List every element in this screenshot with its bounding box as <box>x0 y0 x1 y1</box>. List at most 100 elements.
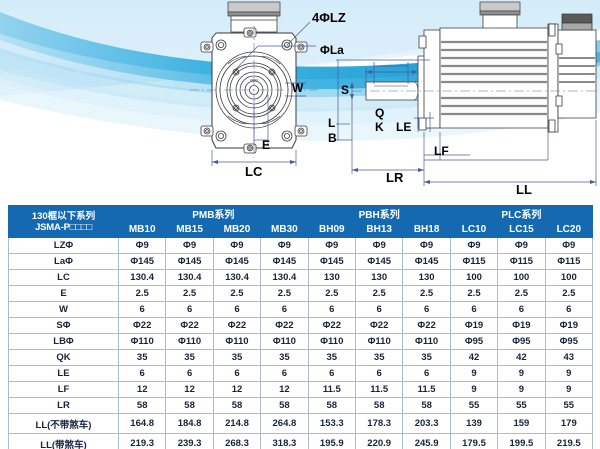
cell: Φ110 <box>260 333 309 350</box>
cell: 9 <box>449 365 499 382</box>
cell: 214.8 <box>212 413 262 434</box>
dim-label-l: L <box>328 116 336 130</box>
cell: 2.5 <box>212 285 262 302</box>
cell: 12 <box>260 381 309 398</box>
table-row: LL(带煞车) 219.3 239.3 268.3 318.3 195.9 22… <box>8 433 594 449</box>
cell: 100 <box>449 269 499 286</box>
row-label: LC <box>8 269 119 286</box>
row-label: QK <box>8 349 119 366</box>
table-head: 130框以下系列 JSMA-P□□□□ PMB系列 PBH系列 PLC系列 MB… <box>8 205 594 238</box>
cell: 12 <box>212 381 262 398</box>
cell: 2.5 <box>260 285 309 302</box>
table-row: W 6 6 6 6 6 6 6 6 6 6 <box>8 301 594 318</box>
column-header-lc20: LC20 <box>544 221 594 238</box>
column-header-bh18: BH18 <box>402 221 451 238</box>
cell: Φ145 <box>354 253 404 270</box>
cell: 55 <box>449 397 499 414</box>
cell: Φ22 <box>212 317 262 334</box>
cell: 2.5 <box>354 285 404 302</box>
cell: 264.8 <box>260 413 309 434</box>
dim-label-q: Q <box>375 106 385 120</box>
dim-label-le: LE <box>396 120 412 134</box>
row-label: LL(不带煞车) <box>8 413 119 434</box>
cell: 2.5 <box>497 285 546 302</box>
group-header-pbh: PBH系列 <box>307 205 451 222</box>
cell: Φ9 <box>307 237 357 254</box>
cell: 203.3 <box>402 413 451 434</box>
cell: Φ9 <box>117 237 167 254</box>
row-label: LE <box>8 365 119 382</box>
cell: 42 <box>449 349 499 366</box>
cell: 12 <box>117 381 167 398</box>
cell: 6 <box>354 301 404 318</box>
dim-label-e: E <box>262 138 271 152</box>
cell: 6 <box>497 301 546 318</box>
cell: 199.5 <box>497 433 546 449</box>
cell: Φ9 <box>449 237 499 254</box>
cell: 100 <box>544 269 594 286</box>
cell: 35 <box>402 349 451 366</box>
cell: 2.5 <box>117 285 167 302</box>
cell: Φ110 <box>165 333 214 350</box>
cell: 55 <box>544 397 594 414</box>
cell: Φ9 <box>402 237 451 254</box>
column-header-bh13: BH13 <box>354 221 404 238</box>
cell: Φ22 <box>260 317 309 334</box>
cell: Φ145 <box>165 253 214 270</box>
cell: 268.3 <box>212 433 262 449</box>
column-header-mb15: MB15 <box>165 221 214 238</box>
table-row: LaΦ Φ145 Φ145 Φ145 Φ145 Φ145 Φ145 Φ145 Φ… <box>8 253 594 270</box>
cell: Φ22 <box>354 317 404 334</box>
cell: 6 <box>117 301 167 318</box>
row-label: W <box>8 301 119 318</box>
cell: Φ19 <box>544 317 594 334</box>
corner-line-2: JSMA-P□□□□ <box>35 221 92 233</box>
cell: 35 <box>117 349 167 366</box>
dim-label-lf: LF <box>434 144 449 158</box>
cell: 219.3 <box>117 433 167 449</box>
cell: Φ22 <box>307 317 357 334</box>
cell: 164.8 <box>117 413 167 434</box>
table-row: QK 35 35 35 35 35 35 35 42 42 43 <box>8 349 594 366</box>
cell: Φ115 <box>449 253 499 270</box>
cell: 35 <box>260 349 309 366</box>
cell: 42 <box>497 349 546 366</box>
cell: 58 <box>117 397 167 414</box>
cell: 9 <box>544 365 594 382</box>
cell: 6 <box>402 365 451 382</box>
cell: Φ9 <box>212 237 262 254</box>
cell: Φ22 <box>165 317 214 334</box>
table-row: LE 6 6 6 6 6 6 6 9 9 9 <box>8 365 594 382</box>
cell: 55 <box>497 397 546 414</box>
cell: 6 <box>117 365 167 382</box>
cell: 6 <box>354 365 404 382</box>
cell: 219.5 <box>544 433 594 449</box>
cell: 2.5 <box>544 285 594 302</box>
cell: 6 <box>165 365 214 382</box>
table-row: LZΦ Φ9 Φ9 Φ9 Φ9 Φ9 Φ9 Φ9 Φ9 Φ9 Φ9 <box>8 237 594 254</box>
dim-label-s: S <box>341 83 350 97</box>
cell: 130.4 <box>165 269 214 286</box>
cell: 58 <box>354 397 404 414</box>
cell: 2.5 <box>307 285 357 302</box>
cell: Φ9 <box>497 237 546 254</box>
cell: Φ19 <box>497 317 546 334</box>
cell: 58 <box>165 397 214 414</box>
cell: 220.9 <box>354 433 404 449</box>
row-label: LZΦ <box>8 237 119 254</box>
technical-drawing: 4ΦLZ ΦLa W E LC S L B Q K LE LF LR LL <box>0 0 600 205</box>
cell: 35 <box>307 349 357 366</box>
table-row: E 2.5 2.5 2.5 2.5 2.5 2.5 2.5 2.5 2.5 2.… <box>8 285 594 302</box>
column-header-mb10: MB10 <box>117 221 167 238</box>
row-label: LaΦ <box>8 253 119 270</box>
row-label: LF <box>8 381 119 398</box>
cell: 6 <box>212 365 262 382</box>
cell: Φ110 <box>402 333 451 350</box>
cell: 6 <box>212 301 262 318</box>
dim-label-k: K <box>375 120 384 134</box>
cell: 6 <box>449 301 499 318</box>
cell: 11.5 <box>307 381 357 398</box>
row-label: E <box>8 285 119 302</box>
dim-label-ll: LL <box>516 182 532 197</box>
